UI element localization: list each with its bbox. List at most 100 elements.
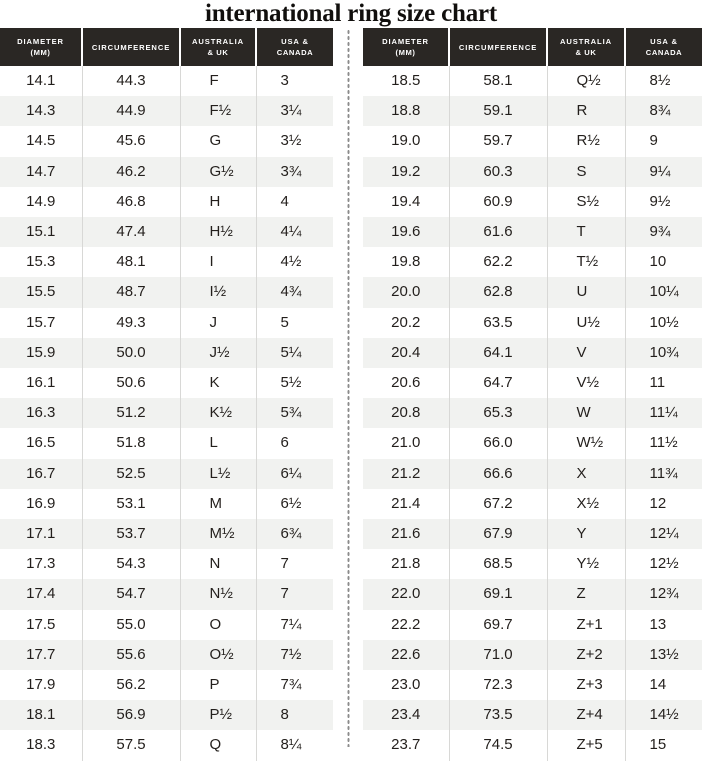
cell-circumference: 56.2 (82, 670, 181, 701)
cell-usa-canada: 6 (256, 428, 333, 459)
cell-australia-uk: M½ (180, 519, 257, 550)
cell-circumference: 44.9 (82, 96, 181, 127)
cell-usa-canada: 12¼ (625, 519, 702, 550)
cell-diameter: 20.2 (363, 307, 450, 338)
cell-australia-uk: F (180, 66, 257, 97)
column-header-diameter: DIAMETER (mm) (363, 28, 450, 66)
cell-australia-uk: S½ (547, 186, 626, 218)
cell-australia-uk: N½ (180, 579, 257, 610)
header-row: DIAMETER (mm) CIRCUMFERENCE AUSTRALIA & … (0, 28, 333, 66)
cell-circumference: 45.6 (82, 126, 181, 157)
cell-circumference: 65.3 (449, 398, 548, 429)
cell-usa-canada: 8 (256, 700, 333, 731)
cell-australia-uk: M (180, 488, 257, 520)
table-row: 19.8 62.2 T½ 10 (363, 247, 702, 278)
cell-circumference: 54.3 (82, 549, 181, 580)
cell-circumference: 51.2 (82, 398, 181, 429)
cell-diameter: 16.3 (0, 398, 83, 429)
column-header-canada-label: CANADA (645, 48, 683, 57)
cell-australia-uk: U (547, 277, 626, 308)
cell-usa-canada: 11¼ (625, 398, 702, 429)
cell-circumference: 50.6 (82, 368, 181, 399)
cell-usa-canada: 7 (256, 549, 333, 580)
cell-diameter: 21.8 (363, 549, 450, 580)
cell-circumference: 64.1 (449, 337, 548, 369)
cell-australia-uk: P (180, 670, 257, 701)
cell-australia-uk: Z (547, 579, 626, 610)
cell-circumference: 54.7 (82, 579, 181, 610)
cell-circumference: 71.0 (449, 639, 548, 671)
cell-diameter: 17.9 (0, 670, 83, 701)
cell-circumference: 63.5 (449, 307, 548, 338)
cell-diameter: 15.3 (0, 247, 83, 278)
cell-usa-canada: 8¾ (625, 96, 702, 127)
cell-diameter: 23.4 (363, 700, 450, 731)
table-row: 19.0 59.7 R½ 9 (363, 126, 702, 157)
cell-usa-canada: 8¼ (256, 730, 333, 761)
cell-diameter: 20.4 (363, 337, 450, 369)
cell-diameter: 22.6 (363, 639, 450, 671)
table-row: 23.4 73.5 Z+4 14½ (363, 700, 702, 731)
cell-diameter: 14.1 (0, 66, 83, 97)
table-row: 19.4 60.9 S½ 9½ (363, 186, 702, 218)
cell-circumference: 55.0 (82, 609, 181, 640)
cell-usa-canada: 4½ (256, 247, 333, 278)
cell-diameter: 17.4 (0, 579, 83, 610)
column-header-diameter-unit: (mm) (30, 48, 51, 57)
cell-circumference: 49.3 (82, 307, 181, 338)
table-row: 20.2 63.5 U½ 10½ (363, 307, 702, 338)
cell-australia-uk: L½ (180, 458, 257, 489)
cell-diameter: 21.0 (363, 428, 450, 459)
cell-circumference: 57.5 (82, 730, 181, 761)
cell-usa-canada: 9 (625, 126, 702, 157)
cell-australia-uk: K (180, 368, 257, 399)
cell-circumference: 72.3 (449, 670, 548, 701)
cell-usa-canada: 12¾ (625, 579, 702, 610)
cell-usa-canada: 3 (256, 66, 333, 97)
cell-circumference: 69.1 (449, 579, 548, 610)
cell-australia-uk: Y½ (547, 549, 626, 580)
cell-diameter: 22.0 (363, 579, 450, 610)
table-row: 15.3 48.1 I 4½ (0, 247, 333, 278)
cell-diameter: 16.5 (0, 428, 83, 459)
cell-diameter: 19.2 (363, 156, 450, 187)
cell-australia-uk: Q (180, 730, 257, 761)
cell-australia-uk: K½ (180, 398, 257, 429)
table-body-left: 14.1 44.3 F 3 14.3 44.9 F½ 3¼ 14.5 45.6 G 3½ 14.7 46.… (0, 66, 333, 761)
cell-circumference: 46.2 (82, 156, 181, 187)
cell-usa-canada: 13½ (625, 639, 702, 671)
cell-circumference: 53.7 (82, 519, 181, 550)
table-row: 16.1 50.6 K 5½ (0, 368, 333, 399)
cell-australia-uk: J (180, 307, 257, 338)
cell-usa-canada: 5 (256, 307, 333, 338)
cell-australia-uk: Z+4 (547, 700, 626, 731)
cell-diameter: 19.6 (363, 217, 450, 248)
table-row: 15.7 49.3 J 5 (0, 307, 333, 338)
dotted-divider (347, 29, 350, 747)
cell-usa-canada: 6¼ (256, 458, 333, 489)
cell-usa-canada: 12 (625, 488, 702, 520)
cell-diameter: 19.8 (363, 247, 450, 278)
cell-circumference: 62.8 (449, 277, 548, 308)
cell-diameter: 19.0 (363, 126, 450, 157)
cell-usa-canada: 9¼ (625, 156, 702, 187)
cell-circumference: 48.1 (82, 247, 181, 278)
cell-circumference: 67.2 (449, 488, 548, 520)
cell-diameter: 14.5 (0, 126, 83, 157)
cell-circumference: 66.0 (449, 428, 548, 459)
cell-australia-uk: L (180, 428, 257, 459)
cell-usa-canada: 11½ (625, 428, 702, 459)
table-row: 22.6 71.0 Z+2 13½ (363, 639, 702, 671)
cell-australia-uk: N (180, 549, 257, 580)
cell-australia-uk: I½ (180, 277, 257, 308)
cell-circumference: 68.5 (449, 549, 548, 580)
cell-usa-canada: 7¾ (256, 670, 333, 701)
cell-diameter: 18.8 (363, 96, 450, 127)
cell-australia-uk: W (547, 398, 626, 429)
cell-usa-canada: 5¾ (256, 398, 333, 429)
cell-diameter: 14.3 (0, 96, 83, 127)
cell-usa-canada: 15 (625, 730, 702, 761)
column-header-diameter-label: DIAMETER (17, 37, 64, 46)
cell-usa-canada: 11 (625, 368, 702, 399)
table-row: 15.9 50.0 J½ 5¼ (0, 337, 333, 369)
